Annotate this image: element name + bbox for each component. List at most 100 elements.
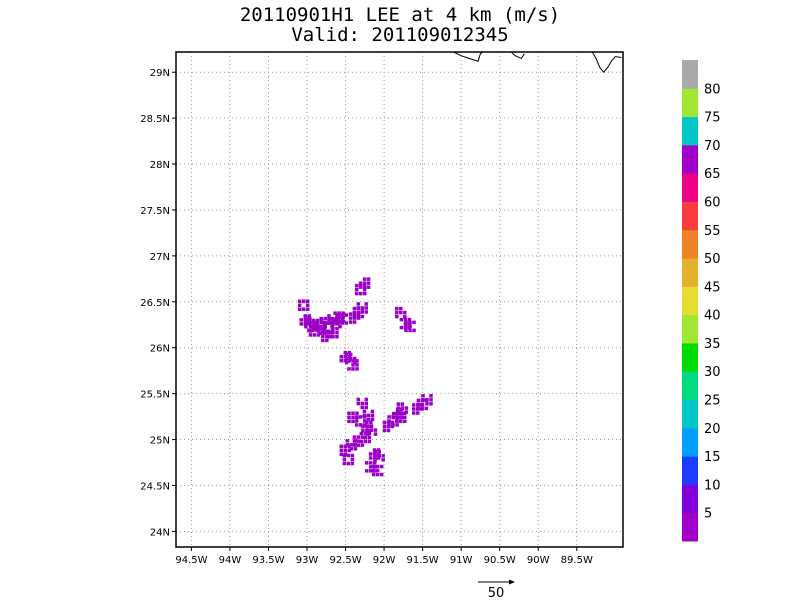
echo-cell — [424, 406, 429, 411]
echo-cell — [359, 439, 364, 444]
echo-cell — [352, 316, 357, 320]
echo-cell — [375, 464, 380, 469]
reference-vector-label: 50 — [488, 586, 505, 600]
echo-cell — [321, 330, 325, 335]
echo-cell — [361, 428, 365, 433]
echo-cell — [351, 367, 355, 371]
echo-cell — [327, 335, 331, 339]
echo-cell — [360, 443, 365, 447]
lon-tick-label-9: 90W — [527, 555, 550, 566]
echo-cell — [345, 439, 350, 443]
echo-cell — [323, 316, 328, 321]
echo-cell — [348, 320, 353, 324]
echo-cell — [297, 303, 302, 307]
echo-cell — [367, 431, 372, 436]
echo-cell — [308, 333, 313, 337]
echo-cluster-37 — [373, 450, 385, 462]
echo-cell — [316, 325, 321, 329]
echo-cell — [321, 338, 325, 343]
echo-cell — [362, 285, 367, 289]
echo-cell — [358, 291, 363, 296]
echo-cell — [319, 318, 324, 323]
echo-cell — [341, 315, 345, 319]
echo-cell — [419, 403, 424, 407]
echo-cell — [351, 359, 355, 363]
echo-cell — [371, 472, 376, 477]
echo-cell — [403, 419, 407, 424]
echo-cell — [372, 452, 377, 456]
echo-cell — [342, 461, 347, 466]
lat-tick-label-8: 28N — [150, 160, 170, 171]
map-title: 20110901H1 LEE at 4 km (m/s) — [239, 4, 561, 26]
echo-cell — [364, 397, 369, 402]
echo-cell — [304, 324, 308, 329]
echo-cell — [419, 407, 424, 411]
echo-cell — [373, 458, 377, 462]
echo-cell — [347, 448, 352, 453]
colorbar-label-10: 55 — [704, 224, 721, 239]
echo-cell — [369, 424, 374, 428]
echo-cell — [316, 333, 321, 337]
echo-cluster-8 — [327, 327, 339, 339]
echo-cell — [362, 277, 367, 281]
echo-cell — [429, 402, 433, 406]
echo-cell — [395, 314, 399, 319]
echo-cell — [358, 415, 363, 419]
echo-cell — [346, 461, 351, 466]
echo-cell — [373, 450, 377, 454]
echo-cell — [399, 325, 404, 330]
echo-cluster-12 — [327, 314, 339, 326]
echo-cell — [362, 287, 367, 292]
echo-cell — [305, 299, 310, 303]
echo-cell — [344, 352, 349, 357]
echo-cell — [319, 320, 324, 325]
echo-cell — [333, 311, 337, 315]
echo-cell — [311, 328, 315, 333]
echo-cell — [356, 397, 361, 402]
echo-cell — [343, 444, 348, 449]
lat-tick-label-2: 25N — [150, 436, 170, 447]
echo-cell — [299, 322, 303, 326]
echo-cell — [400, 406, 405, 410]
lon-tick-label-0: 94.5W — [175, 555, 207, 566]
echo-cluster-13 — [321, 330, 333, 343]
echo-cell — [352, 356, 357, 361]
echo-cell — [366, 417, 371, 422]
echo-cell — [326, 321, 331, 326]
echo-cell — [360, 306, 365, 310]
colorbar-label-15: 80 — [704, 82, 721, 97]
lat-tick-label-1: 24.5N — [140, 481, 170, 492]
echo-cell — [403, 310, 407, 315]
echo-cell — [354, 415, 359, 419]
echo-cell — [365, 428, 370, 432]
echo-cell — [362, 409, 367, 414]
echo-cell — [382, 420, 387, 425]
reference-vector-arrowhead — [509, 579, 515, 585]
echo-cell — [421, 394, 425, 398]
echo-cell — [391, 415, 396, 420]
echo-cell — [416, 398, 421, 403]
echo-cell — [342, 453, 347, 458]
echo-cell — [333, 319, 337, 323]
echo-cell — [386, 428, 391, 433]
colorbar-swatch-9 — [682, 258, 698, 287]
echo-cluster-40 — [362, 409, 375, 422]
echo-cell — [365, 420, 369, 425]
echo-cluster-10 — [333, 311, 345, 323]
colorbar-swatch-14 — [682, 116, 698, 146]
echo-cell — [338, 324, 342, 329]
echo-cell — [368, 452, 373, 456]
echo-cell — [325, 334, 329, 339]
echo-cell — [350, 457, 355, 462]
echo-cell — [308, 329, 313, 333]
echo-cell — [352, 312, 357, 316]
echo-cell — [347, 367, 351, 371]
lat-tick-label-10: 29N — [150, 68, 170, 79]
colorbar-label-8: 45 — [704, 280, 721, 295]
echo-cell — [362, 281, 367, 285]
echo-cell — [356, 401, 361, 406]
echo-cell — [346, 453, 351, 458]
echo-cell — [356, 439, 361, 443]
echo-cell — [370, 409, 375, 414]
echo-cell — [341, 311, 345, 315]
